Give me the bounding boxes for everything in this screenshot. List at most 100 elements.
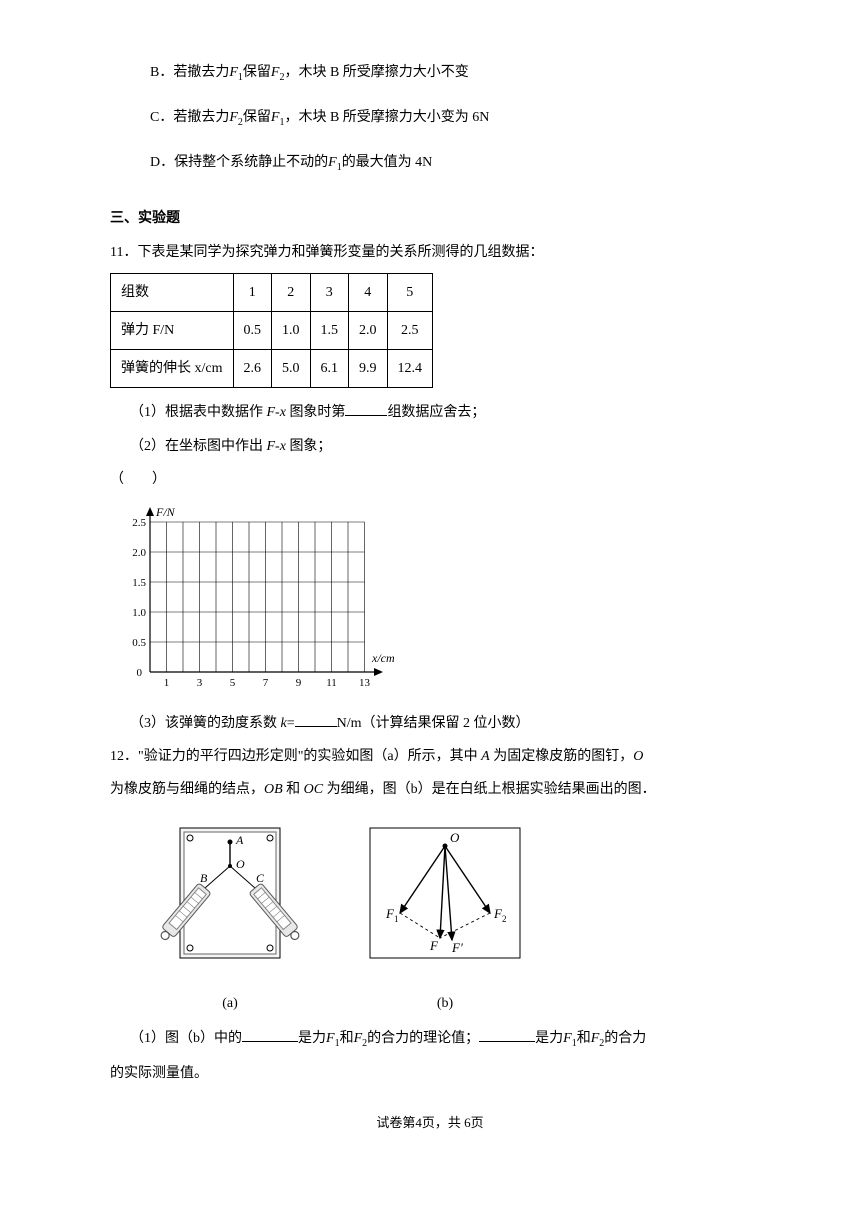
svg-text:7: 7 [263, 677, 269, 689]
option-b-end: ，木块 B 所受摩擦力大小不变 [284, 65, 468, 80]
fx: F-x [267, 405, 286, 420]
q12-stem: 12．"验证力的平行四边形定则"的实验如图（a）所示，其中 A 为固定橡皮筋的图… [110, 744, 750, 769]
svg-text:11: 11 [326, 677, 337, 689]
paren-marker: （ ） [110, 467, 750, 492]
diagrams-row: A O B C [140, 818, 750, 1016]
blank-1[interactable] [345, 402, 387, 416]
q11-p3b: = [287, 716, 295, 731]
svg-text:9: 9 [296, 677, 302, 689]
q11-p1c: 组数据应舍去； [387, 405, 485, 420]
svg-text:0: 0 [137, 667, 143, 679]
option-c-end: ，木块 B 所受摩擦力大小变为 6N [284, 110, 489, 125]
q11-p2a: （2）在坐标图中作出 [130, 439, 267, 454]
svg-text:F: F [429, 938, 439, 953]
blank-measured[interactable] [479, 1028, 535, 1042]
x3: 6.1 [310, 350, 349, 388]
th-c3: 3 [310, 273, 349, 311]
fx2: F-x [267, 439, 286, 454]
f1-var-d: F [328, 155, 337, 170]
q11-p2: （2）在坐标图中作出 F-x 图象； [130, 434, 750, 459]
q11-p3: （3）该弹簧的劲度系数 k=N/m（计算结果保留 2 位小数） [130, 711, 750, 736]
x1: 2.6 [233, 350, 272, 388]
x5: 12.4 [387, 350, 433, 388]
label-a: (a) [140, 991, 320, 1016]
q11-p3a: （3）该弹簧的劲度系数 [130, 716, 281, 731]
th-c4: 4 [349, 273, 388, 311]
option-b-mid: 保留 [243, 65, 271, 80]
svg-text:2.0: 2.0 [132, 547, 146, 559]
th-c2: 2 [272, 273, 311, 311]
svg-text:1: 1 [164, 677, 170, 689]
A: A [481, 749, 490, 764]
svg-text:A: A [235, 833, 244, 847]
q11-p1b: 图象时第 [286, 405, 346, 420]
q12-p1: （1）图（b）中的是力F1和F2的合力的理论值；是力F1和F2的合力 [130, 1026, 750, 1053]
svg-text:C: C [256, 871, 265, 885]
svg-text:2: 2 [502, 914, 507, 924]
table-row-ext: 弹簧的伸长 x/cm 2.6 5.0 6.1 9.9 12.4 [111, 350, 433, 388]
page-footer: 试卷第4页，共 6页 [110, 1111, 750, 1134]
diagram-a-svg: A O B C [140, 818, 320, 978]
q12-p1e: 是力 [535, 1031, 563, 1046]
th-c1: 1 [233, 273, 272, 311]
q12-p1g: 的合力 [604, 1031, 646, 1046]
x4: 9.9 [349, 350, 388, 388]
svg-text:0.5: 0.5 [132, 637, 146, 649]
th-ext: 弹簧的伸长 x/cm [111, 350, 234, 388]
q12-d: 和 [283, 782, 304, 797]
F1-lbl: F [326, 1031, 335, 1046]
th-group: 组数 [111, 273, 234, 311]
svg-text:1.5: 1.5 [132, 577, 146, 589]
svg-text:B: B [200, 871, 208, 885]
label-b: (b) [360, 991, 530, 1016]
option-d-end: 的最大值为 4N [342, 155, 433, 170]
option-d: D．保持整个系统静止不动的F1的最大值为 4N [150, 150, 750, 177]
q12-e: 为细绳，图（b）是在白纸上根据实验结果画出的图． [323, 782, 656, 797]
O: O [633, 749, 643, 764]
option-c-prefix: C．若撤去力 [150, 110, 229, 125]
q12-p1b: 是力 [298, 1031, 326, 1046]
f1: 0.5 [233, 311, 272, 349]
th-force: 弹力 F/N [111, 311, 234, 349]
q12-p1f: 和 [577, 1031, 591, 1046]
q12-b: 为固定橡皮筋的图钉， [490, 749, 634, 764]
x2: 5.0 [272, 350, 311, 388]
ylabel: F/N [155, 505, 176, 519]
q11-stem: 11．下表是某同学为探究弹力和弹簧形变量的关系所测得的几组数据： [110, 240, 750, 265]
fx-chart: F/N x/cm 0 [120, 502, 750, 701]
svg-text:O: O [450, 830, 460, 845]
f3: 1.5 [310, 311, 349, 349]
f2-var-c: F [229, 110, 238, 125]
blank-k[interactable] [295, 713, 337, 727]
section-3-title: 三、实验题 [110, 206, 750, 231]
svg-text:2.5: 2.5 [132, 517, 146, 529]
F2-lbl2: F [591, 1031, 600, 1046]
F1-lbl2: F [563, 1031, 572, 1046]
option-d-prefix: D．保持整个系统静止不动的 [150, 155, 328, 170]
OC: OC [304, 782, 323, 797]
option-b: B．若撤去力F1保留F2，木块 B 所受摩擦力大小不变 [150, 60, 750, 87]
q12-c: 为橡皮筋与细绳的结点， [110, 782, 264, 797]
xlabel: x/cm [371, 651, 395, 665]
q12-a: 12．"验证力的平行四边形定则"的实验如图（a）所示，其中 [110, 749, 481, 764]
F2-lbl: F [354, 1031, 363, 1046]
q12-p1c: 和 [340, 1031, 354, 1046]
OB: OB [264, 782, 283, 797]
svg-text:O: O [236, 857, 245, 871]
svg-text:F′: F′ [451, 940, 463, 955]
f5: 2.5 [387, 311, 433, 349]
svg-text:5: 5 [230, 677, 236, 689]
q12-p1d: 的合力的理论值； [367, 1031, 479, 1046]
q11-p3c: N/m（计算结果保留 2 位小数） [337, 716, 530, 731]
f2: 1.0 [272, 311, 311, 349]
svg-text:3: 3 [197, 677, 203, 689]
f4: 2.0 [349, 311, 388, 349]
svg-text:1.0: 1.0 [132, 607, 146, 619]
blank-theory[interactable] [242, 1028, 298, 1042]
q12-stem2: 为橡皮筋与细绳的结点，OB 和 OC 为细绳，图（b）是在白纸上根据实验结果画出… [110, 777, 750, 802]
option-b-prefix: B．若撤去力 [150, 65, 229, 80]
diagram-b-svg: O F 1 F 2 F F′ [360, 818, 530, 978]
th-c5: 5 [387, 273, 433, 311]
diagram-a: A O B C [140, 818, 320, 1016]
q11-p1a: （1）根据表中数据作 [130, 405, 267, 420]
